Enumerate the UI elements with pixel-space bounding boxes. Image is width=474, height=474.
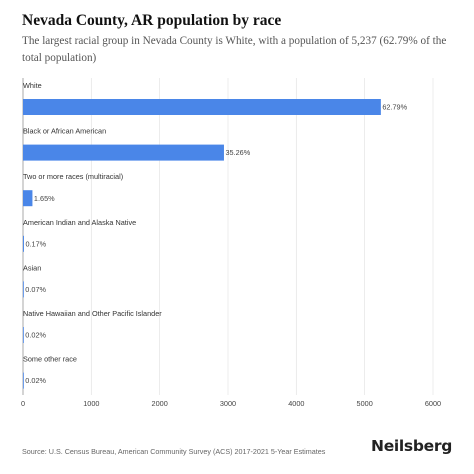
- category-label: White: [23, 81, 42, 90]
- chart-subtitle: The largest racial group in Nevada Count…: [22, 35, 447, 64]
- brand-logo: Neilsberg: [371, 437, 452, 455]
- chart-title: Nevada County, AR population by race: [22, 12, 282, 29]
- bar: [23, 235, 24, 252]
- category-label: Black or African American: [23, 127, 106, 136]
- value-label: 35.26%: [225, 148, 250, 157]
- category-label: Asian: [23, 263, 41, 272]
- bar: [23, 281, 24, 298]
- category-label: Native Hawaiian and Other Pacific Island…: [23, 309, 162, 318]
- bar: [23, 190, 33, 207]
- value-label: 0.17%: [25, 239, 46, 248]
- bar: [23, 372, 24, 389]
- value-label: 1.65%: [34, 194, 55, 203]
- bar: [23, 99, 381, 115]
- value-label: 62.79%: [382, 103, 407, 112]
- x-tick-label: 4000: [288, 399, 304, 408]
- value-label: 0.07%: [25, 285, 46, 294]
- x-tick-label: 6000: [425, 399, 441, 408]
- x-tick-label: 0: [21, 399, 25, 408]
- category-label: Some other race: [23, 355, 77, 364]
- category-label: Two or more races (multiracial): [23, 172, 123, 181]
- bar: [23, 144, 224, 161]
- x-tick-label: 2000: [152, 399, 168, 408]
- category-label: American Indian and Alaska Native: [23, 218, 136, 227]
- x-tick-label: 3000: [220, 399, 236, 408]
- value-label: 0.02%: [25, 331, 46, 340]
- value-label: 0.02%: [25, 376, 46, 385]
- bar: [23, 327, 24, 343]
- x-tick-label: 5000: [357, 399, 373, 408]
- source-note: Source: U.S. Census Bureau, American Com…: [22, 447, 326, 456]
- x-tick-label: 1000: [83, 399, 99, 408]
